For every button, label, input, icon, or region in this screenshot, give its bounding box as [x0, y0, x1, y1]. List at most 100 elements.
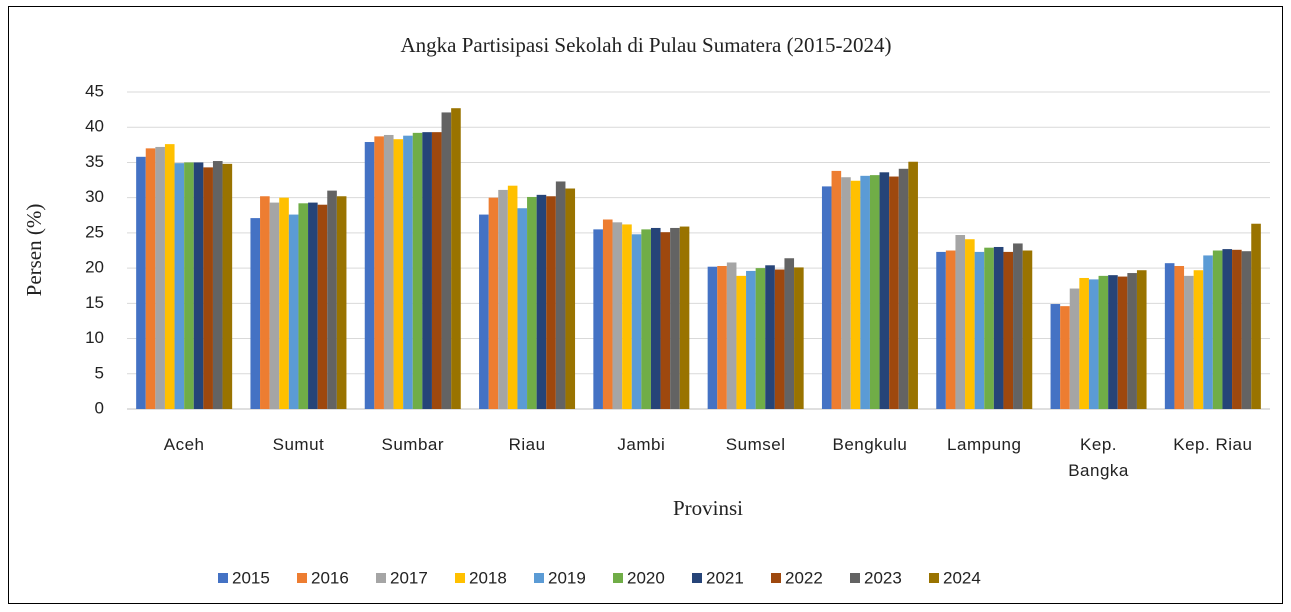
bar [203, 167, 213, 409]
bar [441, 112, 452, 409]
bar [1022, 250, 1033, 409]
bar [250, 218, 261, 409]
bar [993, 246, 1004, 409]
bar [612, 222, 623, 409]
bar [736, 275, 747, 409]
x-tick-label: Jambi [617, 435, 666, 454]
bar [974, 251, 985, 409]
bar [898, 168, 909, 409]
bar [174, 163, 185, 409]
bar [1251, 223, 1261, 409]
bar [269, 202, 280, 409]
bar [364, 142, 375, 409]
chart-title: Angka Partisipasi Sekolah di Pulau Sumat… [400, 33, 891, 57]
bar [565, 188, 576, 409]
y-tick-label: 45 [85, 81, 104, 100]
y-tick-label: 5 [95, 363, 104, 382]
bar [222, 163, 233, 409]
x-tick-label: Kep. Riau [1173, 435, 1253, 454]
bar [622, 224, 632, 409]
bar [1127, 273, 1137, 409]
legend-label: 2021 [706, 568, 744, 587]
bar [1013, 243, 1023, 409]
bar [536, 194, 547, 409]
bar [403, 135, 413, 410]
bar [1079, 277, 1089, 409]
bar [755, 268, 766, 409]
bar [1108, 275, 1118, 409]
bar [641, 229, 651, 409]
bar [955, 235, 966, 409]
legend-swatch [297, 573, 307, 583]
bar [1164, 263, 1175, 409]
bar [1232, 249, 1242, 409]
bar [279, 197, 289, 409]
x-axis-title: Provinsi [673, 496, 743, 520]
bar [860, 175, 870, 409]
y-tick-label: 35 [85, 152, 104, 171]
legend-label: 2023 [864, 568, 902, 587]
legend-label: 2024 [943, 568, 981, 587]
bar [746, 270, 756, 409]
bar [1193, 270, 1204, 409]
bar [412, 132, 423, 409]
x-tick-label: Sumut [272, 435, 325, 454]
bar [717, 265, 727, 409]
bar [879, 172, 890, 409]
bar [908, 161, 918, 409]
bar [288, 214, 299, 409]
bar [184, 162, 194, 409]
bar [1003, 251, 1014, 409]
legend-label: 2019 [548, 568, 586, 587]
bar [707, 266, 718, 409]
bar [1212, 250, 1223, 409]
bar [488, 197, 499, 409]
bar [869, 175, 880, 409]
legend-swatch [771, 573, 781, 583]
bar [479, 214, 489, 409]
bar [1060, 306, 1070, 409]
legend-swatch [218, 573, 228, 583]
bar [193, 162, 204, 409]
bar [765, 265, 775, 409]
bar [260, 196, 270, 409]
x-tick-label: Aceh [163, 435, 205, 454]
bar [383, 134, 394, 409]
bar [393, 139, 404, 409]
bar [841, 177, 851, 409]
legend-label: 2017 [390, 568, 428, 587]
y-tick-label: 40 [85, 117, 104, 136]
bar [650, 227, 661, 409]
bar [1117, 276, 1128, 409]
legend-label: 2020 [627, 568, 665, 587]
bar [164, 144, 175, 409]
bar [1184, 275, 1194, 409]
legend-swatch [850, 573, 860, 583]
bar [936, 251, 946, 409]
bar [507, 185, 518, 409]
bar [136, 156, 146, 409]
x-tick-label: Lampung [947, 435, 1022, 454]
bar [831, 170, 842, 409]
x-tick-label: Bengkulu [832, 435, 908, 454]
legend-swatch [929, 573, 939, 583]
bar [1088, 279, 1099, 409]
bar [451, 108, 461, 410]
y-tick-label: 30 [85, 187, 104, 206]
legend-swatch [455, 573, 465, 583]
legend-label: 2015 [232, 568, 270, 587]
y-tick-label: 20 [85, 258, 104, 277]
bar [965, 239, 975, 409]
legend-label: 2016 [311, 568, 349, 587]
x-tick-label: Riau [508, 435, 546, 454]
bar [517, 208, 528, 409]
bar [945, 250, 956, 409]
bar [726, 262, 737, 409]
bar [1203, 255, 1213, 409]
y-tick-label: 25 [85, 222, 104, 241]
bar [155, 146, 165, 410]
bar [145, 148, 156, 409]
y-tick-label: 10 [85, 328, 104, 347]
